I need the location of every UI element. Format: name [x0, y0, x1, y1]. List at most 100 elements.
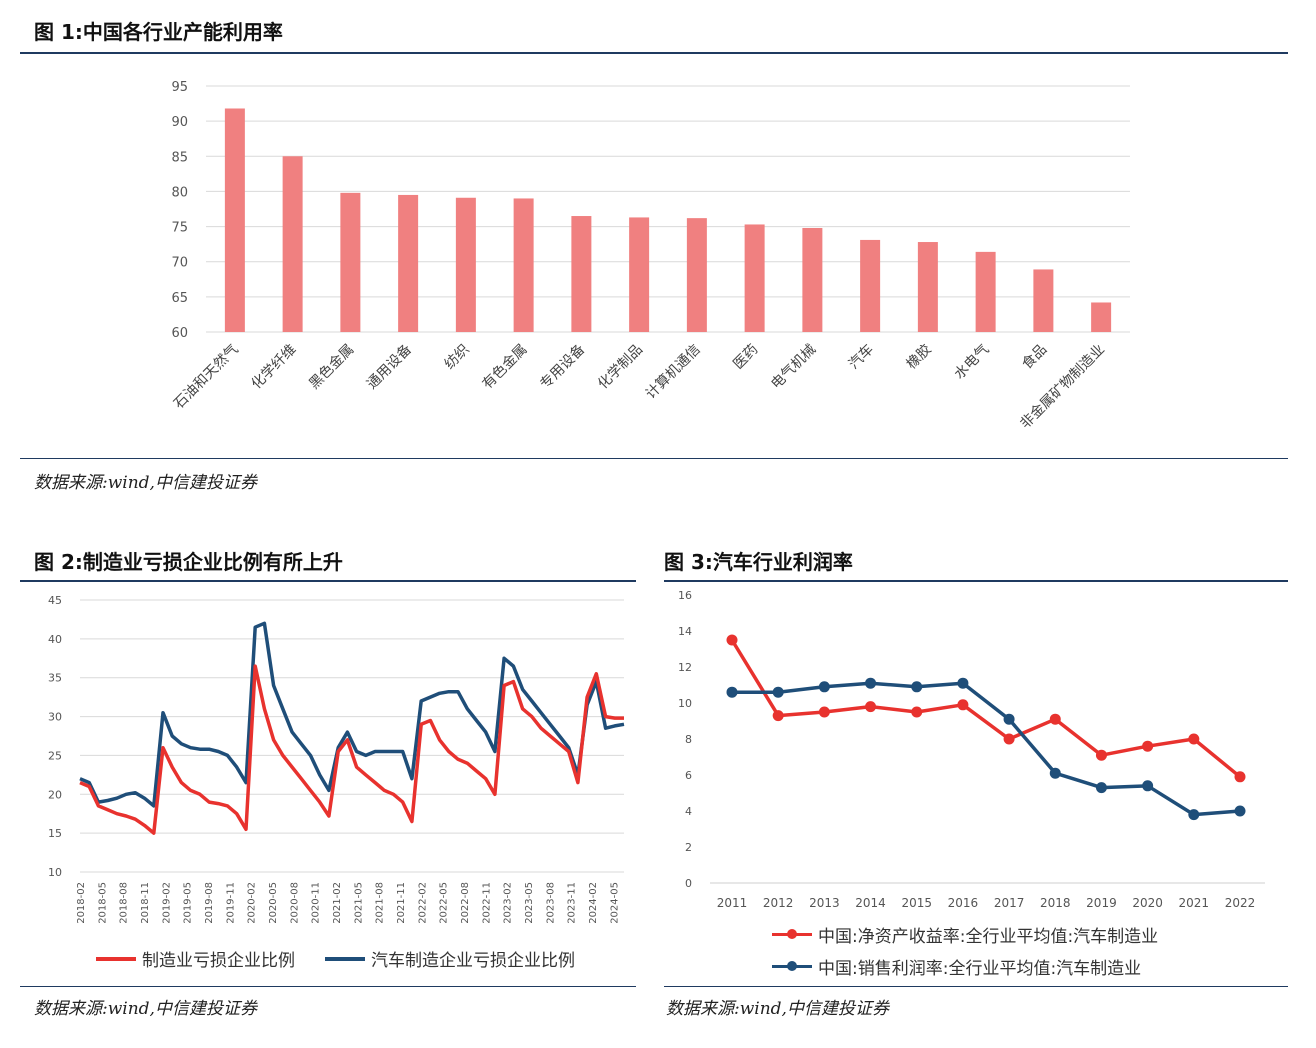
- x-tick-label: 石油和天然气: [170, 341, 241, 412]
- point-roe: [911, 706, 923, 718]
- bar: [224, 108, 245, 332]
- y-tick-label: 14: [678, 625, 692, 638]
- point-margin: [1234, 805, 1246, 817]
- x-tick-label: 2022-11: [481, 882, 492, 924]
- x-tick-label: 食品: [1018, 341, 1050, 373]
- point-roe: [1234, 771, 1246, 783]
- y-tick-label: 85: [171, 150, 188, 165]
- bar: [340, 192, 361, 332]
- x-tick-label: 2018: [1040, 896, 1071, 910]
- x-tick-label: 医药: [730, 342, 761, 373]
- y-tick-label: 0: [685, 877, 692, 890]
- x-tick-label: 2019-08: [204, 882, 215, 924]
- point-margin: [1188, 809, 1200, 821]
- point-roe: [726, 634, 738, 646]
- bar: [571, 216, 592, 332]
- point-margin: [726, 686, 738, 698]
- x-tick-label: 2020-02: [247, 882, 258, 924]
- bar: [975, 251, 996, 332]
- y-tick-label: 15: [48, 827, 62, 840]
- bar: [802, 227, 823, 332]
- point-roe: [772, 710, 784, 722]
- point-margin: [957, 677, 969, 689]
- y-tick-label: 2: [685, 841, 692, 854]
- y-tick-label: 45: [48, 594, 62, 607]
- fig3-source: 数据来源:wind,中信建投证券: [666, 999, 889, 1019]
- fig1-title: 图 1:中国各行业产能利用率: [34, 20, 283, 44]
- y-tick-label: 35: [48, 672, 62, 685]
- fig1-top-rule: [20, 52, 1288, 54]
- fig2-top-rule: [20, 580, 636, 582]
- y-tick-label: 80: [171, 185, 188, 200]
- point-roe: [1188, 733, 1200, 745]
- point-roe: [865, 701, 877, 713]
- y-tick-label: 10: [48, 866, 62, 879]
- point-roe: [1003, 733, 1015, 745]
- x-tick-label: 黑色金属: [306, 341, 358, 393]
- x-tick-label: 2018-11: [140, 882, 151, 924]
- y-tick-label: 8: [685, 733, 692, 746]
- x-tick-label: 计算机通信: [643, 342, 704, 403]
- bar: [1033, 269, 1054, 332]
- bar: [860, 239, 881, 332]
- fig3-top-rule: [664, 580, 1288, 582]
- x-tick-label: 2020-11: [311, 882, 322, 924]
- x-tick-label: 2019: [1086, 896, 1117, 910]
- point-roe: [1095, 749, 1107, 761]
- x-tick-label: 纺织: [442, 342, 473, 373]
- series-line-auto: [79, 621, 625, 808]
- x-tick-label: 2021: [1179, 896, 1210, 910]
- x-tick-label: 2021-08: [375, 882, 386, 924]
- y-tick-label: 10: [678, 697, 692, 710]
- fig2-line-chart: 10 15 20 25 30 35 40 45 2018-02 2018-05 2018-08 201…: [48, 594, 625, 924]
- x-tick-label: 2023-08: [545, 882, 556, 924]
- legend-label-manufacturing: 制造业亏损企业比例: [142, 951, 295, 971]
- legend-label-roe: 中国:净资产收益率:全行业平均值:汽车制造业: [818, 927, 1159, 947]
- x-tick-label: 化学制品: [595, 342, 646, 393]
- y-tick-label: 70: [171, 256, 188, 271]
- fig1-bottom-rule: [20, 458, 1288, 459]
- y-tick-label: 12: [678, 661, 692, 674]
- x-tick-label: 汽车: [845, 341, 877, 373]
- x-tick-label: 2024-02: [588, 882, 599, 924]
- point-margin: [1095, 782, 1107, 794]
- point-margin: [1142, 780, 1154, 792]
- fig3-title: 图 3:汽车行业利润率: [664, 550, 853, 574]
- bar: [629, 217, 650, 332]
- x-tick-label: 2011: [717, 896, 748, 910]
- x-tick-label: 2019-02: [161, 882, 172, 924]
- series-line-roe: [730, 639, 1242, 779]
- y-tick-label: 90: [171, 115, 188, 130]
- y-tick-label: 4: [685, 805, 692, 818]
- x-tick-label: 有色金属: [479, 341, 531, 393]
- point-margin: [1049, 767, 1061, 779]
- point-margin: [1003, 713, 1015, 725]
- legend-label-auto: 汽车制造企业亏损企业比例: [371, 951, 575, 971]
- legend-label-margin: 中国:销售利润率:全行业平均值:汽车制造业: [818, 959, 1142, 979]
- y-tick-label: 20: [48, 788, 62, 801]
- y-tick-label: 30: [48, 711, 62, 724]
- x-tick-label: 2020: [1132, 896, 1163, 910]
- x-tick-label: 2018-08: [119, 882, 130, 924]
- x-tick-label: 2019-05: [183, 882, 194, 924]
- x-tick-label: 2022-05: [439, 882, 450, 924]
- x-tick-label: 2012: [763, 896, 794, 910]
- fig3-legend-roe: 中国:净资产收益率:全行业平均值:汽车制造业: [772, 922, 1158, 947]
- bar: [744, 224, 765, 332]
- x-tick-label: 通用设备: [363, 341, 415, 393]
- x-tick-label: 2016: [948, 896, 979, 910]
- x-tick-label: 2020-05: [268, 882, 279, 924]
- x-tick-label: 2023-11: [567, 882, 578, 924]
- point-roe: [1049, 713, 1061, 725]
- x-tick-label: 2015: [901, 896, 932, 910]
- y-tick-label: 40: [48, 633, 62, 646]
- legend-swatch-roe: [772, 928, 812, 939]
- fig1-bar-chart: 60 65 70 75 80 85 90 95 石油和天然气 化学纤维 黑色金属 通用设备 纺织 有色金属…: [170, 80, 1130, 432]
- fig2-legend: 制造业亏损企业比例 汽车制造企业亏损企业比例: [96, 946, 575, 971]
- y-tick-label: 65: [171, 291, 188, 306]
- fig2-bottom-rule: [20, 986, 636, 987]
- y-tick-label: 25: [48, 749, 62, 762]
- x-tick-label: 水电气: [951, 342, 992, 383]
- x-tick-label: 2021-02: [332, 882, 343, 924]
- bar: [1091, 302, 1112, 332]
